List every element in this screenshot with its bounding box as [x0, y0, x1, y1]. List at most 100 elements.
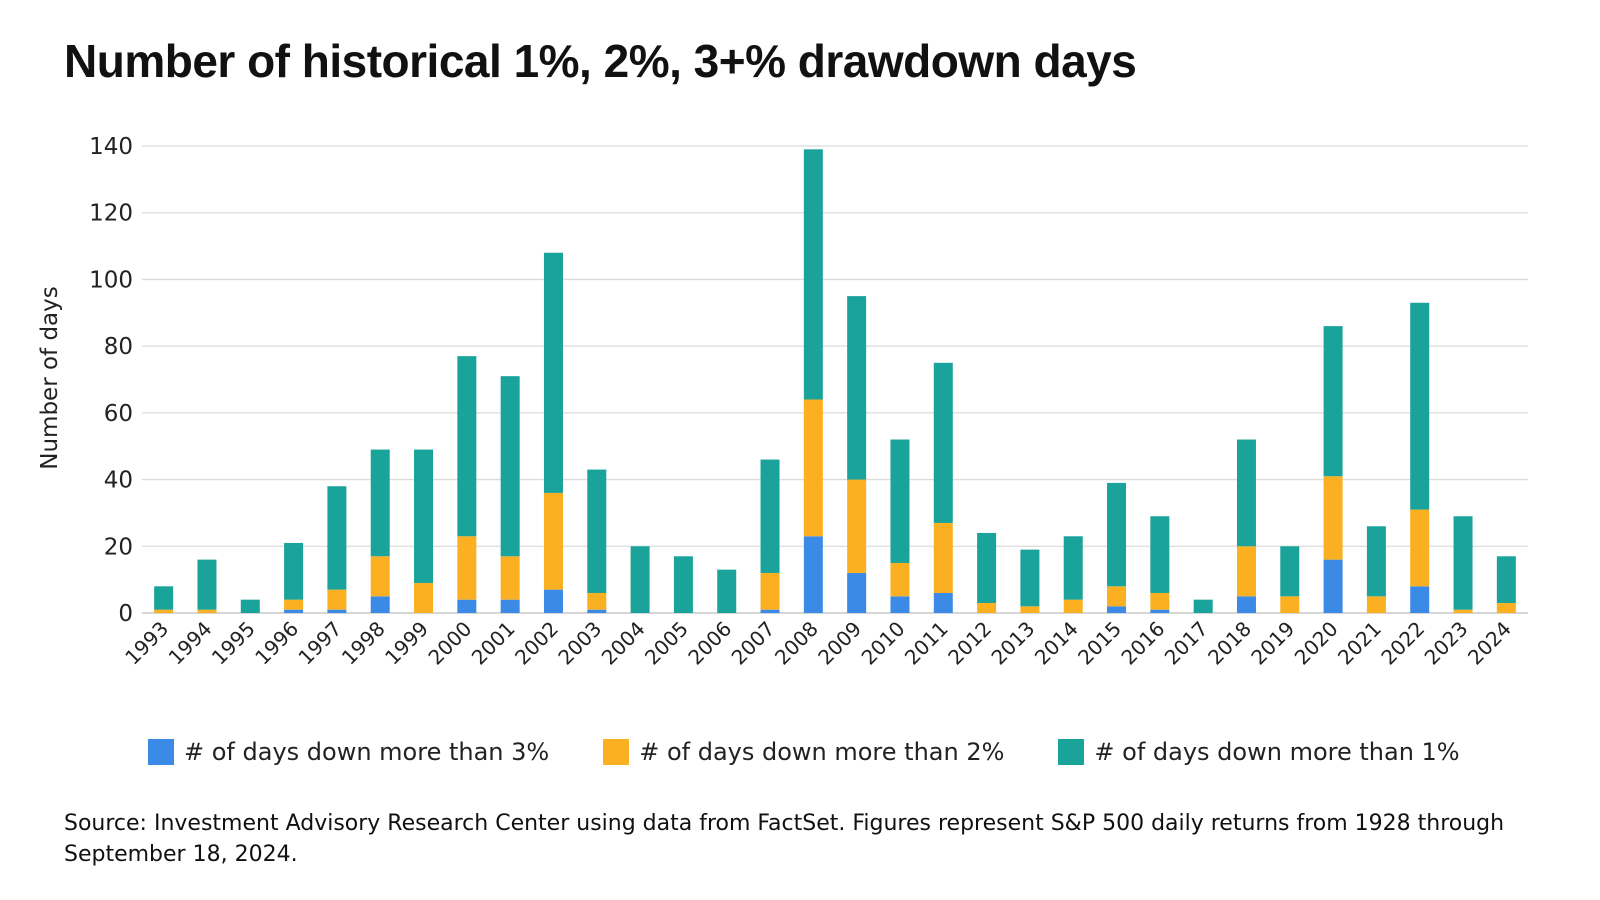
x-tick-label: 1995 [207, 617, 260, 670]
chart-title: Number of historical 1%, 2%, 3+% drawdow… [64, 35, 1137, 87]
bar-1996-s2 [284, 542, 304, 600]
bar-2003-s0 [587, 609, 607, 613]
legend-swatch-1pct [1058, 739, 1085, 765]
bar-1996-s0 [284, 609, 304, 613]
legend-item-1pct: # of days down more than 1% [1058, 738, 1460, 766]
bar-2011-s1 [933, 522, 953, 593]
bar-2006-s2 [717, 569, 737, 613]
bar-2003-s1 [587, 592, 607, 610]
x-tick-label: 2023 [1420, 617, 1473, 670]
legend-label-2pct: # of days down more than 2% [639, 738, 1005, 766]
bar-1996-s1 [284, 599, 304, 610]
bar-2000-s2 [457, 356, 477, 537]
bar-1999-s2 [414, 449, 434, 583]
bars [154, 149, 1516, 613]
y-tick-label: 60 [104, 401, 133, 427]
bar-2021-s2 [1366, 526, 1386, 597]
bar-2013-s1 [1020, 606, 1040, 613]
bar-2008-s1 [803, 399, 823, 537]
chart-canvas: 0 20 40 60 80 100 120 140 Number of days 199319… [37, 134, 1528, 670]
bar-2022-s0 [1410, 586, 1430, 613]
x-tick-label: 2019 [1246, 617, 1299, 670]
bar-2009-s0 [847, 572, 867, 613]
bar-2024-s2 [1496, 556, 1516, 603]
y-axis-ticks: 0 20 40 60 80 100 120 140 [89, 134, 133, 627]
bar-2022-s1 [1410, 509, 1430, 587]
bar-2008-s0 [803, 536, 823, 613]
bar-1993-s1 [154, 609, 174, 613]
bar-2000-s0 [457, 599, 477, 613]
x-tick-label: 2009 [813, 617, 866, 670]
bar-2016-s1 [1150, 592, 1170, 610]
bar-1997-s1 [327, 589, 347, 610]
x-tick-label: 2005 [640, 617, 693, 670]
bar-2013-s2 [1020, 549, 1040, 607]
bar-2022-s2 [1410, 302, 1430, 510]
bar-2000-s1 [457, 536, 477, 600]
x-tick-label: 2013 [986, 617, 1039, 670]
x-tick-label: 2006 [683, 617, 736, 670]
bar-2012-s2 [977, 532, 997, 603]
x-tick-label: 2017 [1160, 617, 1213, 670]
x-tick-label: 2007 [727, 617, 780, 670]
legend: # of days down more than 3% # of days do… [148, 738, 1460, 766]
bar-2007-s2 [760, 459, 780, 573]
bar-2016-s0 [1150, 609, 1170, 613]
x-tick-label: 2021 [1333, 617, 1386, 670]
x-tick-label: 2014 [1030, 617, 1083, 670]
bar-2015-s2 [1107, 482, 1127, 587]
bar-2023-s1 [1453, 609, 1473, 613]
bar-2016-s2 [1150, 516, 1170, 593]
bar-2018-s0 [1236, 596, 1256, 613]
bar-2007-s0 [760, 609, 780, 613]
bar-2009-s2 [847, 296, 867, 480]
bar-2020-s0 [1323, 559, 1343, 613]
x-tick-label: 2010 [857, 617, 910, 670]
bar-2004-s2 [630, 546, 650, 613]
bar-2021-s1 [1366, 596, 1386, 613]
bar-2001-s1 [500, 556, 520, 600]
x-tick-label: 2000 [423, 617, 476, 670]
x-tick-label: 2004 [597, 617, 650, 670]
x-tick-label: 1994 [164, 617, 217, 670]
bar-1994-s2 [197, 559, 217, 610]
x-tick-label: 1996 [250, 617, 303, 670]
bar-2014-s1 [1063, 599, 1083, 613]
x-tick-label: 2002 [510, 617, 563, 670]
x-tick-label: 2018 [1203, 617, 1256, 670]
bar-2017-s2 [1193, 599, 1213, 613]
bar-2020-s2 [1323, 326, 1343, 477]
bar-2015-s1 [1107, 586, 1127, 607]
bar-2002-s1 [543, 492, 563, 590]
legend-swatch-3pct [148, 739, 174, 765]
bar-2014-s2 [1063, 536, 1083, 600]
bar-2002-s2 [543, 252, 563, 493]
grid-lines [142, 145, 1528, 614]
bar-1998-s2 [370, 449, 390, 557]
bar-2024-s1 [1496, 602, 1516, 613]
legend-swatch-2pct [603, 739, 630, 765]
bar-2015-s0 [1107, 606, 1127, 613]
legend-item-3pct: # of days down more than 3% [148, 738, 549, 766]
y-tick-label: 120 [89, 201, 133, 227]
bar-2001-s2 [500, 376, 520, 557]
y-tick-label: 80 [104, 334, 133, 360]
bar-2009-s1 [847, 479, 867, 573]
source-note: Source: Investment Advisory Research Cen… [64, 811, 1505, 867]
x-tick-label: 2003 [553, 617, 606, 670]
x-tick-label: 2024 [1463, 617, 1516, 670]
bar-2019-s2 [1280, 546, 1300, 597]
bar-2007-s1 [760, 572, 780, 610]
bar-1998-s0 [370, 596, 390, 613]
bar-2023-s2 [1453, 516, 1473, 610]
bar-2010-s2 [890, 439, 910, 563]
y-axis-title: Number of days [37, 286, 63, 469]
bar-1993-s2 [154, 586, 174, 610]
x-tick-label: 2011 [900, 617, 953, 670]
bar-2002-s0 [543, 589, 563, 613]
bar-2018-s1 [1236, 546, 1256, 597]
x-tick-label: 2016 [1116, 617, 1169, 670]
bar-2011-s0 [933, 592, 953, 613]
bar-1997-s0 [327, 609, 347, 613]
bar-2012-s1 [977, 602, 997, 613]
